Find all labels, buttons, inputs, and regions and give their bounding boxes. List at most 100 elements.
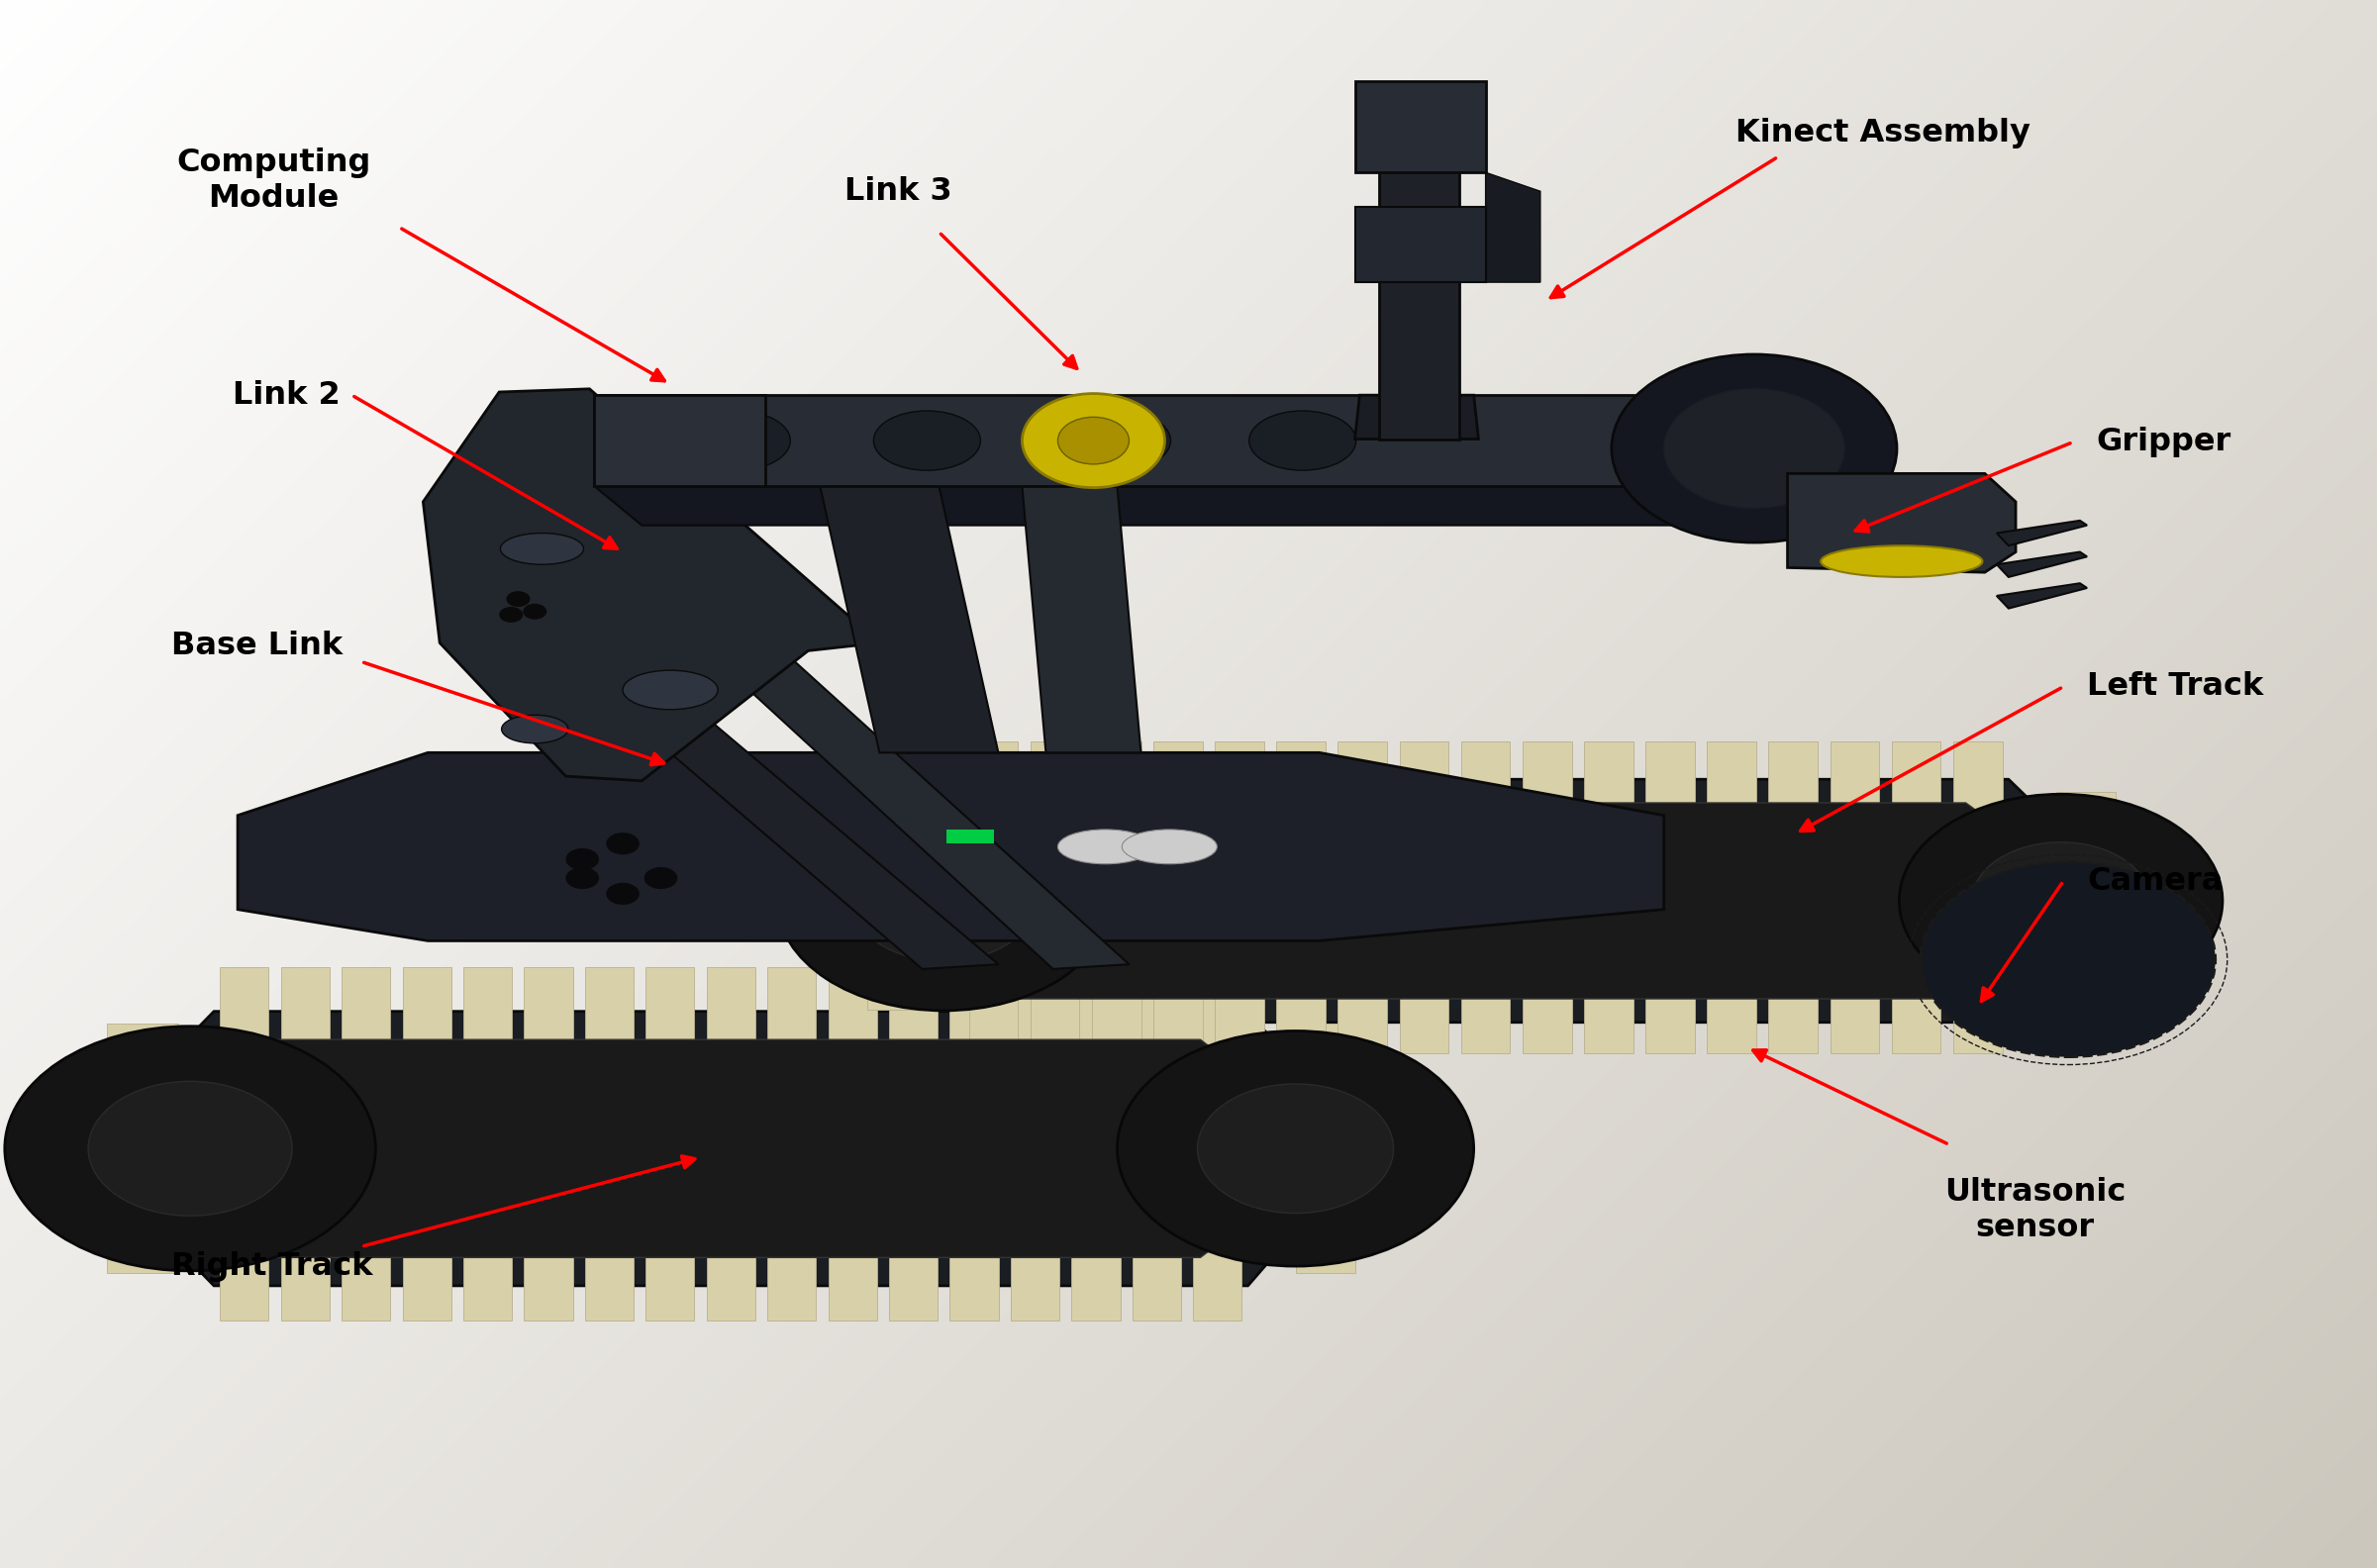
- Polygon shape: [542, 643, 998, 969]
- Text: Ultrasonic
sensor: Ultrasonic sensor: [1944, 1178, 2125, 1243]
- Circle shape: [644, 867, 677, 889]
- Bar: [1355, 207, 1486, 282]
- Polygon shape: [402, 967, 452, 1055]
- Polygon shape: [1131, 967, 1181, 1055]
- Ellipse shape: [623, 671, 718, 709]
- Ellipse shape: [1058, 829, 1153, 864]
- Circle shape: [566, 848, 599, 870]
- Text: Gripper: Gripper: [2097, 426, 2232, 458]
- Circle shape: [1058, 417, 1129, 464]
- Polygon shape: [868, 779, 2104, 1022]
- Circle shape: [777, 792, 1110, 1011]
- Polygon shape: [1892, 742, 1942, 817]
- Polygon shape: [1400, 742, 1448, 817]
- Polygon shape: [1193, 967, 1241, 1055]
- Bar: [1355, 82, 1486, 172]
- Polygon shape: [221, 967, 269, 1055]
- Polygon shape: [1583, 991, 1633, 1054]
- Polygon shape: [1768, 991, 1818, 1054]
- Polygon shape: [1954, 991, 2001, 1054]
- Polygon shape: [464, 1251, 511, 1320]
- Polygon shape: [1338, 742, 1388, 817]
- Polygon shape: [868, 855, 939, 886]
- Polygon shape: [2056, 792, 2116, 823]
- Polygon shape: [1215, 991, 1265, 1054]
- Polygon shape: [464, 967, 511, 1055]
- Polygon shape: [2056, 855, 2116, 886]
- Polygon shape: [1355, 395, 1478, 439]
- Bar: [594, 395, 765, 486]
- Polygon shape: [280, 967, 330, 1055]
- Ellipse shape: [685, 411, 789, 470]
- Polygon shape: [2056, 978, 2116, 1010]
- Polygon shape: [951, 1251, 998, 1320]
- Polygon shape: [238, 753, 1664, 941]
- Polygon shape: [1153, 742, 1203, 817]
- Polygon shape: [1072, 1251, 1120, 1320]
- Polygon shape: [1029, 742, 1079, 817]
- Circle shape: [1022, 394, 1165, 488]
- Circle shape: [1198, 1083, 1393, 1214]
- Polygon shape: [1193, 1251, 1241, 1320]
- Circle shape: [499, 607, 523, 622]
- Polygon shape: [1462, 742, 1509, 817]
- Circle shape: [5, 1027, 376, 1270]
- Polygon shape: [768, 967, 815, 1055]
- Polygon shape: [970, 991, 1017, 1054]
- Ellipse shape: [502, 715, 568, 743]
- Polygon shape: [1010, 1251, 1060, 1320]
- Polygon shape: [1072, 967, 1120, 1055]
- Circle shape: [851, 840, 1036, 961]
- Polygon shape: [1997, 552, 2087, 577]
- Text: Link 2: Link 2: [233, 379, 340, 411]
- Ellipse shape: [1065, 411, 1172, 470]
- Polygon shape: [1400, 991, 1448, 1054]
- Polygon shape: [1892, 991, 1942, 1054]
- Polygon shape: [107, 1024, 178, 1062]
- Ellipse shape: [875, 411, 982, 470]
- Polygon shape: [706, 967, 756, 1055]
- Polygon shape: [1153, 991, 1203, 1054]
- Polygon shape: [1830, 991, 1880, 1054]
- Polygon shape: [1707, 991, 1757, 1054]
- Polygon shape: [107, 1094, 178, 1132]
- Polygon shape: [1131, 1251, 1181, 1320]
- Polygon shape: [1768, 742, 1818, 817]
- Text: Computing
Module: Computing Module: [176, 147, 371, 213]
- Polygon shape: [1583, 742, 1633, 817]
- Bar: [946, 829, 994, 844]
- Polygon shape: [523, 967, 573, 1055]
- Polygon shape: [827, 1251, 877, 1320]
- Polygon shape: [1022, 486, 1141, 753]
- Polygon shape: [1091, 991, 1141, 1054]
- Polygon shape: [107, 1236, 178, 1273]
- Circle shape: [566, 867, 599, 889]
- Polygon shape: [689, 635, 1129, 969]
- Text: Camera: Camera: [2087, 866, 2222, 897]
- Circle shape: [606, 883, 639, 905]
- Circle shape: [1973, 842, 2149, 960]
- Polygon shape: [342, 1251, 390, 1320]
- Polygon shape: [107, 1165, 178, 1203]
- Polygon shape: [585, 967, 635, 1055]
- Polygon shape: [166, 1040, 1307, 1258]
- Ellipse shape: [1122, 829, 1217, 864]
- Polygon shape: [1997, 521, 2087, 546]
- Polygon shape: [585, 1251, 635, 1320]
- Polygon shape: [1295, 1165, 1355, 1203]
- Polygon shape: [1338, 991, 1388, 1054]
- Polygon shape: [868, 792, 939, 823]
- Polygon shape: [868, 978, 939, 1010]
- Circle shape: [1899, 795, 2222, 1008]
- Text: Base Link: Base Link: [171, 630, 342, 662]
- Polygon shape: [423, 389, 879, 781]
- Polygon shape: [107, 1011, 1343, 1286]
- Ellipse shape: [502, 533, 585, 564]
- Polygon shape: [889, 1251, 937, 1320]
- Polygon shape: [706, 1251, 756, 1320]
- Polygon shape: [1524, 742, 1571, 817]
- Circle shape: [1612, 354, 1897, 543]
- Polygon shape: [342, 967, 390, 1055]
- Polygon shape: [827, 967, 877, 1055]
- Polygon shape: [951, 967, 998, 1055]
